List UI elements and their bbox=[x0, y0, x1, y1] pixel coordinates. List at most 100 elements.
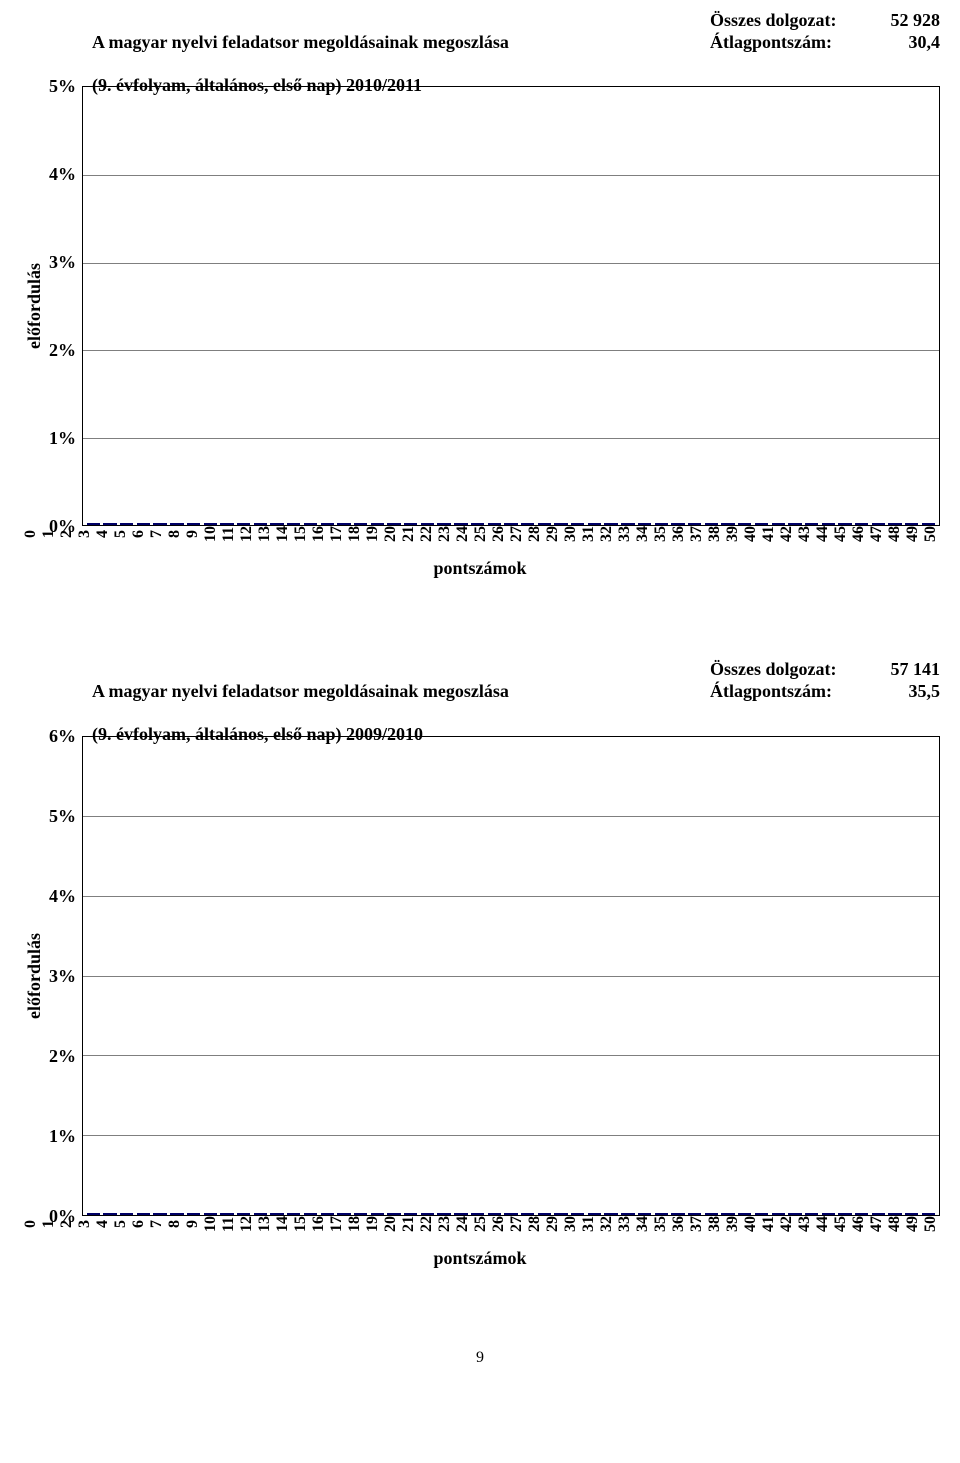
x-tick: 41 bbox=[760, 526, 778, 546]
stat-avg-label: Átlagpontszám: bbox=[710, 32, 870, 54]
bar bbox=[454, 523, 467, 525]
x-tick: 46 bbox=[850, 1216, 868, 1236]
bar-slot bbox=[553, 523, 570, 525]
bar bbox=[488, 1213, 501, 1215]
stat-total-value: 52 928 bbox=[870, 10, 940, 32]
bar bbox=[888, 523, 901, 525]
bar bbox=[922, 523, 935, 525]
x-tick: 5 bbox=[112, 1216, 130, 1236]
x-tick: 26 bbox=[490, 526, 508, 546]
x-axis: 0123456789101112131415161718192021222324… bbox=[20, 1216, 942, 1236]
bar bbox=[187, 1213, 200, 1215]
bar bbox=[554, 1213, 567, 1215]
x-tick: 1 bbox=[40, 526, 58, 546]
bar bbox=[922, 1213, 935, 1215]
bar bbox=[304, 523, 317, 525]
bar bbox=[321, 1213, 334, 1215]
x-tick: 2 bbox=[58, 526, 76, 546]
bar bbox=[822, 523, 835, 525]
bar bbox=[437, 523, 450, 525]
bar bbox=[153, 1213, 166, 1215]
bar bbox=[87, 1213, 100, 1215]
x-tick: 16 bbox=[310, 526, 328, 546]
bar bbox=[204, 523, 217, 525]
bar bbox=[153, 523, 166, 525]
x-tick: 42 bbox=[778, 1216, 796, 1236]
bar bbox=[170, 1213, 183, 1215]
bar bbox=[371, 1213, 384, 1215]
x-tick: 38 bbox=[706, 526, 724, 546]
bar bbox=[103, 1213, 116, 1215]
x-tick: 11 bbox=[220, 526, 238, 546]
x-tick: 13 bbox=[256, 526, 274, 546]
x-tick: 16 bbox=[310, 1216, 328, 1236]
bar-slot bbox=[553, 1213, 570, 1215]
plot-area bbox=[82, 736, 940, 1216]
x-tick: 12 bbox=[238, 1216, 256, 1236]
bar bbox=[387, 523, 400, 525]
x-tick: 0 bbox=[22, 1216, 40, 1236]
bar-slot bbox=[369, 1213, 386, 1215]
stat-avg-value: 35,5 bbox=[870, 681, 940, 703]
bar bbox=[354, 523, 367, 525]
x-tick: 50 bbox=[922, 1216, 940, 1236]
bar-slot bbox=[469, 1213, 486, 1215]
bar-slot bbox=[853, 523, 870, 525]
bar bbox=[321, 523, 334, 525]
bar bbox=[604, 523, 617, 525]
x-tick: 43 bbox=[796, 526, 814, 546]
x-tick: 12 bbox=[238, 526, 256, 546]
x-tick: 36 bbox=[670, 526, 688, 546]
x-tick: 47 bbox=[868, 1216, 886, 1236]
bar bbox=[621, 1213, 634, 1215]
x-tick: 20 bbox=[382, 1216, 400, 1236]
bar-slot bbox=[803, 1213, 820, 1215]
bar-slot bbox=[569, 523, 586, 525]
bar-slot bbox=[202, 523, 219, 525]
chart-title-line1: A magyar nyelvi feladatsor megoldásainak… bbox=[92, 32, 509, 52]
x-tick: 31 bbox=[580, 526, 598, 546]
x-tick: 20 bbox=[382, 526, 400, 546]
stat-avg-value: 30,4 bbox=[870, 32, 940, 54]
bar-slot bbox=[436, 523, 453, 525]
x-tick: 24 bbox=[454, 1216, 472, 1236]
bar-slot bbox=[770, 1213, 787, 1215]
bar-slot bbox=[285, 523, 302, 525]
x-tick: 32 bbox=[598, 526, 616, 546]
y-axis-label: előfordulás bbox=[20, 736, 49, 1216]
bar-slot bbox=[152, 523, 169, 525]
bar-slot bbox=[887, 523, 904, 525]
bar-slot bbox=[486, 1213, 503, 1215]
bar-slot bbox=[536, 1213, 553, 1215]
chart-2010-2011: A magyar nyelvi feladatsor megoldásainak… bbox=[20, 10, 940, 579]
bar bbox=[805, 523, 818, 525]
x-tick: 34 bbox=[634, 1216, 652, 1236]
bar-slot bbox=[302, 1213, 319, 1215]
x-tick: 14 bbox=[274, 526, 292, 546]
chart-stats: Összes dolgozat: 52 928 Átlagpontszám: 3… bbox=[710, 10, 940, 53]
bar bbox=[655, 1213, 668, 1215]
bar-slot bbox=[419, 523, 436, 525]
bar bbox=[855, 1213, 868, 1215]
bar-slot bbox=[586, 523, 603, 525]
bar bbox=[805, 1213, 818, 1215]
bar-slot bbox=[569, 1213, 586, 1215]
bar-slot bbox=[169, 1213, 186, 1215]
page-number: 9 bbox=[20, 1349, 940, 1367]
bar bbox=[638, 1213, 651, 1215]
bar bbox=[755, 523, 768, 525]
bar bbox=[688, 523, 701, 525]
plot-area bbox=[82, 86, 940, 526]
chart-header: A magyar nyelvi feladatsor megoldásainak… bbox=[20, 659, 940, 745]
bar-slot bbox=[503, 1213, 520, 1215]
bar-slot bbox=[235, 523, 252, 525]
bar-slot bbox=[620, 523, 637, 525]
x-tick: 29 bbox=[544, 1216, 562, 1236]
bar bbox=[103, 523, 116, 525]
x-tick: 4 bbox=[94, 1216, 112, 1236]
x-tick: 30 bbox=[562, 1216, 580, 1236]
bar bbox=[387, 1213, 400, 1215]
bar bbox=[655, 523, 668, 525]
x-tick: 39 bbox=[724, 526, 742, 546]
bar-slot bbox=[837, 1213, 854, 1215]
